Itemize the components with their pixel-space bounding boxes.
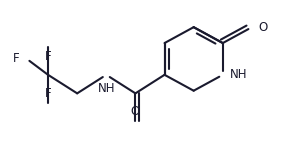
Text: F: F xyxy=(13,52,20,65)
Text: NH: NH xyxy=(230,68,247,81)
Text: F: F xyxy=(45,50,51,63)
Text: O: O xyxy=(259,21,268,34)
Text: F: F xyxy=(45,87,51,100)
Text: O: O xyxy=(131,105,140,118)
Text: NH: NH xyxy=(98,82,115,95)
